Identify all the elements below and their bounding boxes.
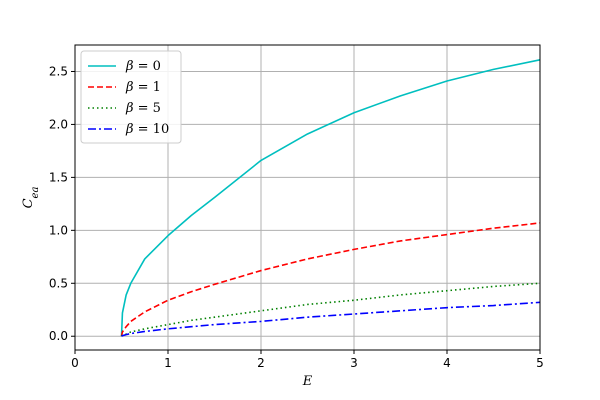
legend-value: = 10 bbox=[134, 122, 170, 137]
legend: β = 0β = 1β = 5β = 10 bbox=[80, 50, 182, 144]
y-axis-label: Cea bbox=[21, 187, 41, 209]
legend-box bbox=[80, 50, 182, 144]
legend-items: β = 0β = 1β = 5β = 10 bbox=[88, 59, 169, 137]
x-tick-label: 0 bbox=[71, 356, 79, 370]
legend-label-0: β = 0 bbox=[125, 59, 161, 74]
series-line-1 bbox=[120, 222, 541, 337]
legend-symbol: β bbox=[125, 59, 134, 74]
y-tick-label: 1.0 bbox=[49, 223, 68, 237]
plot-frame bbox=[74, 44, 541, 351]
legend-value: = 1 bbox=[134, 80, 161, 95]
x-tick-label: 2 bbox=[257, 356, 265, 370]
y-tick-label: 0.0 bbox=[49, 329, 68, 343]
series-line-0 bbox=[120, 59, 541, 337]
legend-label-2: β = 5 bbox=[125, 101, 161, 116]
legend-label-1: β = 1 bbox=[125, 80, 161, 95]
x-tick-label: 1 bbox=[164, 356, 172, 370]
legend-symbol: β bbox=[125, 101, 134, 116]
legend-label-3: β = 10 bbox=[125, 122, 169, 137]
legend-value: = 5 bbox=[134, 101, 161, 116]
y-axis-label-sub: ea bbox=[30, 187, 41, 199]
y-axis-label-main: C bbox=[21, 198, 36, 208]
x-tick-label: 5 bbox=[536, 356, 544, 370]
plot-lines bbox=[120, 59, 541, 337]
y-tick-label: 0.5 bbox=[49, 276, 68, 290]
legend-symbol: β bbox=[125, 80, 134, 95]
series-line-3 bbox=[121, 301, 541, 337]
y-tick-label: 2.5 bbox=[49, 64, 68, 78]
y-tick-label: 2.0 bbox=[49, 117, 68, 131]
x-ticks: 0 1 2 3 4 5 bbox=[71, 350, 544, 370]
legend-symbol: β bbox=[125, 122, 134, 137]
series-line-2 bbox=[120, 282, 541, 337]
x-tick-label: 4 bbox=[443, 356, 451, 370]
legend-value: = 0 bbox=[134, 59, 161, 74]
y-ticks: 0.0 0.5 1.0 1.5 2.0 2.5 bbox=[49, 64, 75, 343]
x-tick-label: 3 bbox=[350, 356, 358, 370]
x-axis-label: E bbox=[302, 374, 313, 389]
y-tick-label: 1.5 bbox=[49, 170, 68, 184]
